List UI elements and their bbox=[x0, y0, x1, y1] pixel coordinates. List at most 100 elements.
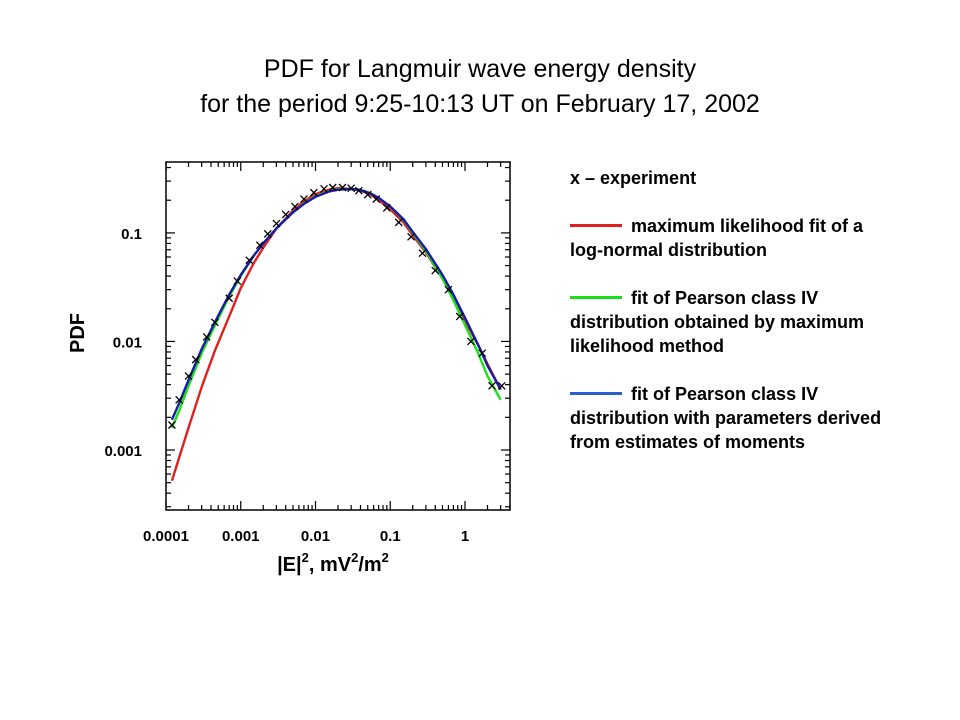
experiment-marker-stroke bbox=[431, 266, 440, 275]
legend-item-experiment: x – experiment bbox=[570, 166, 890, 190]
experiment-marker-stroke bbox=[175, 395, 184, 404]
experiment-marker-stroke bbox=[347, 184, 356, 193]
experiment-marker bbox=[191, 355, 200, 364]
experiment-marker bbox=[255, 241, 264, 250]
experiment-marker-stroke bbox=[478, 349, 487, 358]
y-axis-label: PDF bbox=[67, 313, 89, 353]
experiment-marker bbox=[210, 318, 219, 327]
experiment-marker-stroke bbox=[290, 202, 299, 211]
x-tick-label: 0.1 bbox=[380, 528, 401, 545]
y-tick-label: 0.001 bbox=[104, 443, 142, 460]
experiment-marker bbox=[290, 202, 299, 211]
x-axis-label-base: |E| bbox=[277, 554, 302, 576]
y-tick-label: 0.01 bbox=[113, 334, 142, 351]
experiment-marker bbox=[281, 210, 290, 219]
experiment-marker-stroke bbox=[191, 355, 200, 364]
experiment-marker-stroke bbox=[299, 195, 308, 204]
experiment-marker-stroke bbox=[372, 195, 381, 204]
experiment-marker bbox=[431, 266, 440, 275]
experiment-marker-stroke bbox=[263, 229, 272, 238]
legend-line-pearson-ml bbox=[570, 295, 622, 299]
experiment-marker bbox=[418, 249, 427, 258]
experiment-marker-stroke bbox=[394, 218, 403, 227]
experiment-marker bbox=[444, 285, 453, 294]
experiment-marker bbox=[328, 183, 337, 192]
experiment-marker bbox=[184, 372, 193, 381]
experiment-marker-stroke bbox=[382, 203, 391, 212]
x-tick-label: 1 bbox=[461, 528, 469, 545]
legend-line-pearson-moments bbox=[570, 391, 622, 395]
experiment-marker-stroke bbox=[245, 256, 254, 265]
experiment-marker bbox=[338, 183, 347, 192]
experiment-marker bbox=[309, 188, 318, 197]
experiment-marker-stroke bbox=[354, 186, 363, 195]
experiment-marker-stroke bbox=[407, 232, 416, 241]
experiment-marker bbox=[202, 332, 211, 341]
experiment-marker bbox=[407, 232, 416, 241]
legend: x – experiment maximum likelihood fit of… bbox=[570, 166, 890, 454]
experiment-marker bbox=[245, 256, 254, 265]
experiment-marker-stroke bbox=[466, 337, 475, 346]
experiment-marker-stroke bbox=[328, 183, 337, 192]
experiment-marker-stroke bbox=[338, 183, 347, 192]
chart-title: PDF for Langmuir wave energy density for… bbox=[0, 52, 960, 122]
experiment-marker-stroke bbox=[210, 318, 219, 327]
experiment-marker-stroke bbox=[255, 241, 264, 250]
y-tick-label: 0.1 bbox=[121, 226, 142, 243]
series-line-3 bbox=[170, 187, 502, 421]
experiment-marker bbox=[263, 229, 272, 238]
experiment-marker-stroke bbox=[488, 381, 496, 390]
experiment-marker bbox=[354, 186, 363, 195]
legend-pearson-moments-label: fit of Pearson class IV distribution wit… bbox=[570, 384, 882, 452]
experiment-marker bbox=[363, 190, 372, 199]
experiment-marker-stroke bbox=[455, 312, 464, 321]
experiment-marker-stroke bbox=[184, 372, 193, 381]
legend-item-lognormal: maximum likelihood fit of a log-normal d… bbox=[570, 214, 890, 262]
x-axis-label: |E|2, mV2/m2 bbox=[277, 550, 389, 576]
experiment-marker bbox=[167, 421, 176, 429]
experiment-marker-stroke bbox=[167, 421, 176, 429]
experiment-marker-stroke bbox=[281, 210, 290, 219]
experiment-marker-stroke bbox=[233, 277, 242, 286]
axis-ticks bbox=[165, 162, 511, 510]
experiment-marker-stroke bbox=[363, 190, 372, 199]
chart-title-line-2: for the period 9:25-10:13 UT on February… bbox=[200, 90, 760, 118]
experiment-marker-stroke bbox=[225, 294, 234, 303]
x-axis-label-exp2: 2 bbox=[351, 550, 358, 565]
legend-line-lognormal bbox=[570, 223, 622, 227]
chart-title-line-1: PDF for Langmuir wave energy density bbox=[263, 55, 697, 83]
legend-item-pearson-ml: fit of Pearson class IV distribution obt… bbox=[570, 286, 890, 358]
experiment-marker bbox=[233, 277, 242, 286]
experiment-marker bbox=[175, 395, 184, 404]
x-axis-label-mid: , mV bbox=[309, 554, 352, 576]
x-axis-label-exp1: 2 bbox=[302, 550, 309, 565]
experiment-marker bbox=[394, 218, 403, 227]
experiment-marker bbox=[455, 312, 464, 321]
experiment-marker bbox=[299, 195, 308, 204]
experiment-marker-stroke bbox=[444, 285, 453, 294]
axis-tick-labels: 0.0001 0.001 0.01 0.1 1 0.001 0.01 0.1 bbox=[104, 226, 469, 545]
experiment-marker bbox=[372, 195, 381, 204]
experiment-marker bbox=[347, 184, 356, 193]
experiment-marker bbox=[320, 184, 328, 193]
experiment-marker bbox=[478, 349, 487, 358]
experiment-marker bbox=[272, 219, 281, 228]
experiment-marker-stroke bbox=[320, 184, 328, 193]
plot-frame bbox=[165, 161, 511, 511]
legend-pearson-ml-label: fit of Pearson class IV distribution obt… bbox=[570, 288, 865, 356]
legend-experiment-label: x – experiment bbox=[570, 168, 697, 188]
experiment-marker bbox=[497, 381, 506, 390]
series-line-1 bbox=[170, 187, 502, 482]
experiment-marker-stroke bbox=[272, 219, 281, 228]
experiment-marker bbox=[382, 203, 391, 212]
x-tick-label: 0.01 bbox=[301, 528, 330, 545]
experiment-marker-stroke bbox=[309, 188, 318, 197]
x-axis-label-tail: /m bbox=[358, 554, 381, 576]
experiment-marker bbox=[225, 294, 234, 303]
x-tick-label: 0.001 bbox=[222, 528, 260, 545]
experiment-marker-stroke bbox=[418, 249, 427, 258]
x-tick-label: 0.0001 bbox=[143, 528, 189, 545]
experiment-marker bbox=[466, 337, 475, 346]
legend-item-pearson-moments: fit of Pearson class IV distribution wit… bbox=[570, 382, 890, 454]
